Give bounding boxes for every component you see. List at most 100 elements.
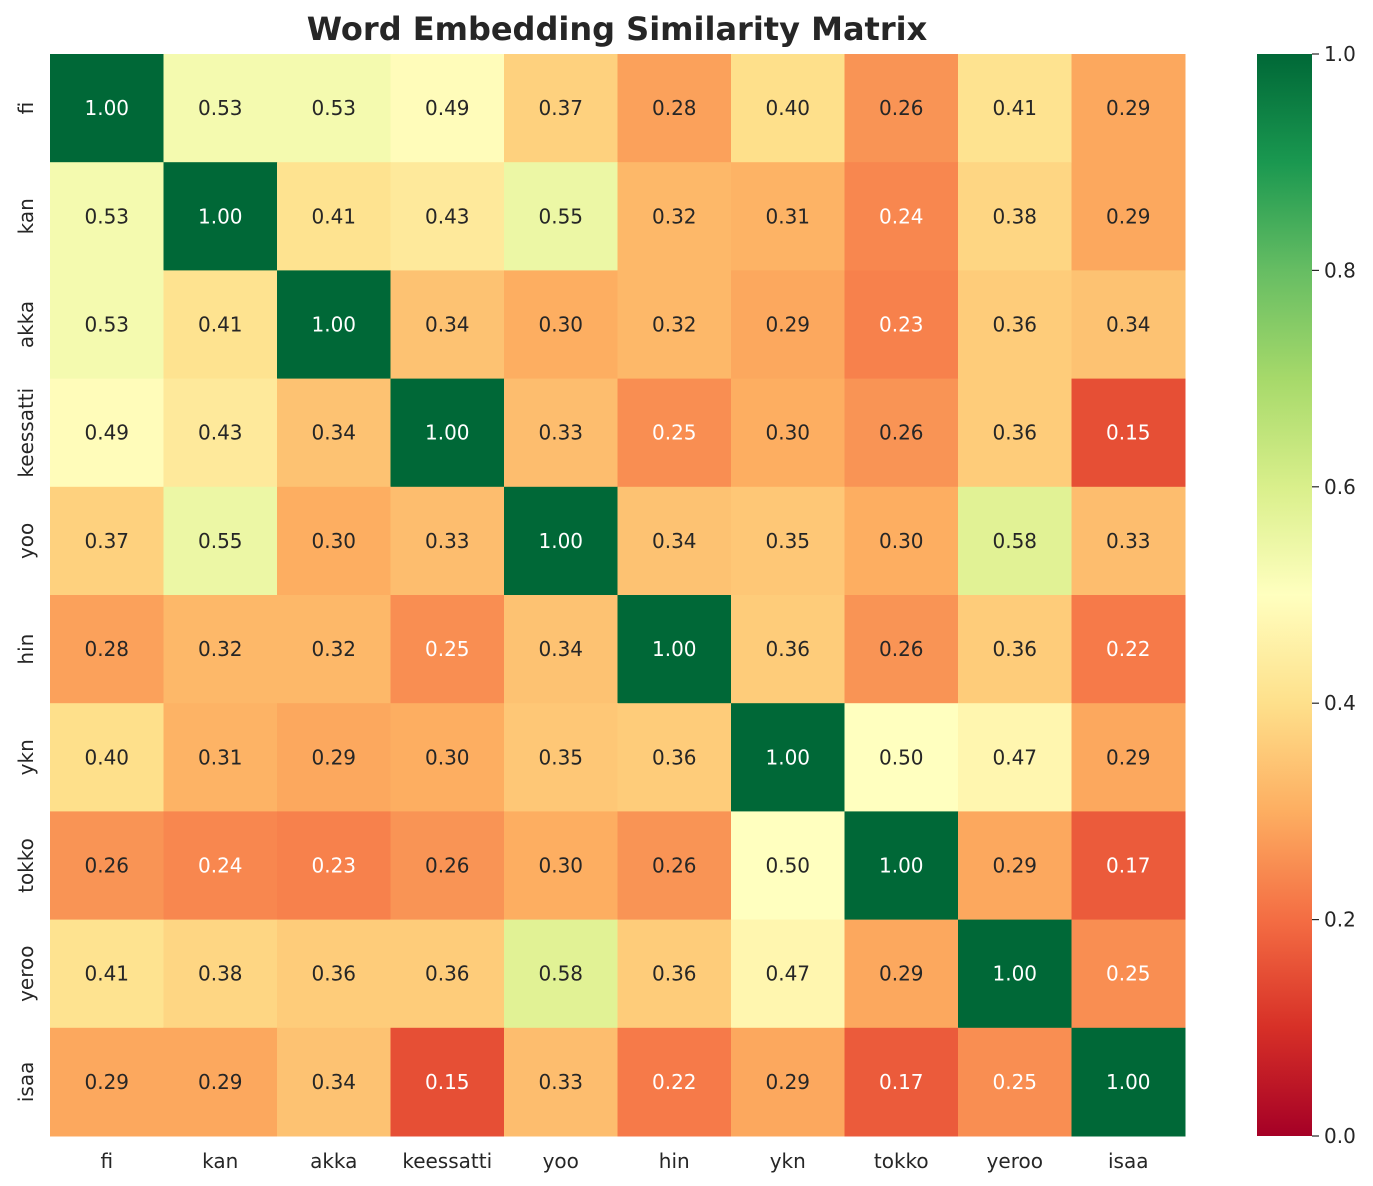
colorbar: 0.0 0.2 0.4 0.6 0.8 1.0 xyxy=(1257,42,1356,1148)
heatmap-cell xyxy=(1071,919,1186,1029)
cell-value-label: 0.34 xyxy=(652,529,697,553)
cell-value-label: 0.41 xyxy=(311,204,356,228)
x-tick-label: keessatti xyxy=(402,1149,492,1173)
cell-value-label: 0.37 xyxy=(84,529,129,553)
heatmap-cell xyxy=(163,919,278,1029)
cell-value-label: 0.36 xyxy=(425,962,470,986)
cell-value-label: 0.26 xyxy=(425,854,470,878)
cell-value-label: 0.30 xyxy=(765,421,810,445)
cell-value-label: 0.30 xyxy=(879,529,924,553)
x-tick-label: fi xyxy=(100,1149,113,1173)
cell-value-label: 0.26 xyxy=(879,637,924,661)
cell-value-label: 0.24 xyxy=(198,854,243,878)
cell-value-label: 0.36 xyxy=(992,313,1037,337)
heatmap-cell xyxy=(504,1027,618,1137)
chart-title: Word Embedding Similarity Matrix xyxy=(307,10,928,48)
y-tick-label: tokko xyxy=(14,838,38,893)
cell-value-label: 0.23 xyxy=(311,854,356,878)
heatmap-cell xyxy=(1071,270,1186,380)
cell-value-label: 0.26 xyxy=(652,854,697,878)
heatmap-cells: 1.00 0.53 0.53 0.49 0.37 0.28 0.40 0.26 0.41 0.29… xyxy=(50,54,1186,1137)
colorbar-tick-label: 0.2 xyxy=(1324,908,1356,932)
cell-value-label: 0.49 xyxy=(425,96,470,120)
heatmap-cell xyxy=(50,595,164,704)
heatmap-cell xyxy=(958,811,1072,921)
cell-value-label: 1.00 xyxy=(992,962,1037,986)
heatmap-cell xyxy=(504,378,618,488)
y-tick-label: yoo xyxy=(14,523,38,559)
heatmap-cell xyxy=(504,486,618,596)
heatmap-cell xyxy=(844,378,959,488)
cell-value-label: 0.41 xyxy=(992,96,1037,120)
heatmap-cell xyxy=(617,162,732,271)
heatmap-cell xyxy=(50,703,164,812)
cell-value-label: 0.26 xyxy=(879,421,924,445)
cell-value-label: 0.50 xyxy=(765,854,810,878)
y-tick-label: keessatti xyxy=(14,388,38,478)
colorbar-tick-label: 0.8 xyxy=(1324,258,1356,282)
cell-value-label: 0.33 xyxy=(1106,529,1151,553)
heatmap-cell xyxy=(277,703,391,812)
heatmap-cell xyxy=(504,54,618,163)
cell-value-label: 0.32 xyxy=(311,637,356,661)
heatmap-cell xyxy=(844,162,959,271)
cell-value-label: 0.50 xyxy=(879,745,924,769)
cell-value-label: 0.41 xyxy=(84,962,129,986)
y-axis-tick-labels: fi kan akka keessatti yoo hin ykn tokko yeroo isa… xyxy=(14,102,38,1102)
cell-value-label: 0.32 xyxy=(652,204,697,228)
cell-value-label: 0.17 xyxy=(1106,854,1151,878)
heatmap-cell xyxy=(958,162,1072,271)
heatmap-cell xyxy=(50,54,164,163)
cell-value-label: 0.30 xyxy=(538,854,583,878)
heatmap-cell xyxy=(390,486,505,596)
heatmap-cell xyxy=(731,270,845,380)
y-tick-label: akka xyxy=(14,301,38,348)
heatmap-cell xyxy=(1071,1027,1186,1137)
cell-value-label: 0.15 xyxy=(1106,421,1151,445)
heatmap-cell xyxy=(50,811,164,921)
heatmap-cell xyxy=(504,811,618,921)
heatmap-cell xyxy=(731,486,845,596)
heatmap-cell xyxy=(50,486,164,596)
heatmap-cell xyxy=(731,378,845,488)
cell-value-label: 0.33 xyxy=(538,421,583,445)
cell-value-label: 0.28 xyxy=(84,637,129,661)
cell-value-label: 0.31 xyxy=(198,745,243,769)
x-tick-label: isaa xyxy=(1108,1149,1149,1173)
cell-value-label: 0.33 xyxy=(425,529,470,553)
heatmap-cell xyxy=(504,270,618,380)
cell-value-label: 0.29 xyxy=(765,1070,810,1094)
heatmap-cell xyxy=(277,378,391,488)
heatmap-cell xyxy=(277,54,391,163)
heatmap-cell xyxy=(958,919,1072,1029)
cell-value-label: 0.29 xyxy=(1106,96,1151,120)
colorbar-tick-label: 0.4 xyxy=(1324,691,1356,715)
cell-value-label: 0.29 xyxy=(84,1070,129,1094)
colorbar-tick-label: 1.0 xyxy=(1324,42,1356,66)
cell-value-label: 1.00 xyxy=(879,854,924,878)
cell-value-label: 0.25 xyxy=(652,421,697,445)
cell-value-label: 0.36 xyxy=(652,962,697,986)
heatmap-cell xyxy=(958,486,1072,596)
heatmap-cell xyxy=(731,162,845,271)
heatmap-cell xyxy=(617,270,732,380)
cell-value-label: 0.29 xyxy=(1106,204,1151,228)
heatmap-cell xyxy=(390,378,505,488)
cell-value-label: 0.32 xyxy=(198,637,243,661)
heatmap-cell xyxy=(958,1027,1072,1137)
cell-value-label: 0.36 xyxy=(311,962,356,986)
x-tick-label: yoo xyxy=(543,1149,579,1173)
heatmap-cell xyxy=(50,1027,164,1137)
cell-value-label: 0.22 xyxy=(652,1070,697,1094)
cell-value-label: 0.30 xyxy=(311,529,356,553)
heatmap-cell xyxy=(50,270,164,380)
heatmap-cell xyxy=(617,595,732,704)
cell-value-label: 1.00 xyxy=(652,637,697,661)
heatmap-cell xyxy=(958,595,1072,704)
cell-value-label: 1.00 xyxy=(538,529,583,553)
heatmap-cell xyxy=(390,919,505,1029)
cell-value-label: 0.43 xyxy=(425,204,470,228)
heatmap-cell xyxy=(1071,162,1186,271)
heatmap-cell xyxy=(844,703,959,812)
